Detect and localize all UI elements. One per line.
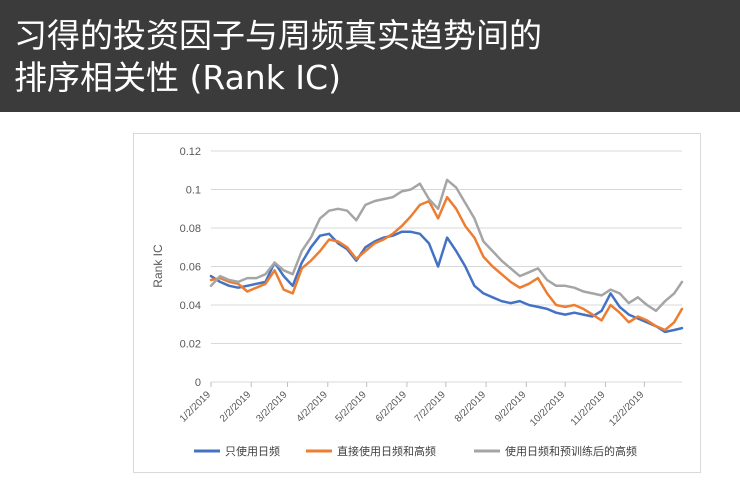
series-line-1 (209, 230, 684, 334)
x-axis-ticks: 1/2/2019 2/2/2019 3/2/2019 4/2/2019 5/2/2019… (178, 382, 647, 429)
x-tick-label: 8/2/2019 (453, 389, 489, 425)
x-tick-label: 10/2/2019 (528, 389, 568, 429)
x-tick-label: 6/2/2019 (374, 389, 410, 425)
legend: 只使用日频 直接使用日频和高频 使用日频和预训练后的高频 (194, 444, 637, 458)
x-tick-label: 1/2/2019 (178, 389, 214, 425)
legend-label: 只使用日频 (225, 444, 280, 458)
slide-title-line-1: 习得的投资因子与周频真实趋势间的 (14, 16, 542, 55)
series-line-3 (209, 178, 684, 313)
y-tick-label: 0 (195, 377, 201, 389)
legend-label: 使用日频和预训练后的高频 (505, 444, 637, 458)
y-tick-label: 0.08 (180, 223, 201, 235)
x-tick-label: 9/2/2019 (493, 389, 529, 425)
x-tick-label: 11/2/2019 (569, 389, 608, 428)
x-tick-label: 4/2/2019 (295, 389, 331, 425)
y-axis-ticks: 0 0.02 0.04 0.06 0.08 0.1 0.12 (180, 146, 201, 389)
x-tick-label: 12/2/2019 (607, 389, 647, 429)
y-tick-label: 0.06 (180, 262, 201, 274)
x-tick-label: 5/2/2019 (334, 389, 370, 425)
legend-label: 直接使用日频和高频 (337, 444, 436, 458)
y-tick-label: 0.04 (180, 300, 201, 312)
y-tick-label: 0.1 (186, 185, 201, 197)
title-bar: 习得的投资因子与周频真实趋势间的 排序相关性 (Rank IC) (0, 0, 740, 112)
y-axis-label: Rank IC (151, 244, 165, 288)
series-line-2 (209, 195, 684, 332)
series-lines (209, 178, 684, 334)
slide-title-line-2: 排序相关性 (Rank IC) (14, 58, 341, 97)
chart-frame: 0 0.02 0.04 0.06 0.08 0.1 0.12 1/2/2019 2/2/201… (133, 133, 701, 473)
rank-ic-line-chart: 0 0.02 0.04 0.06 0.08 0.1 0.12 1/2/2019 2/2/201… (151, 146, 684, 458)
y-tick-label: 0.12 (180, 146, 201, 158)
y-tick-label: 0.02 (180, 339, 201, 351)
gridlines (211, 150, 682, 383)
x-tick-label: 2/2/2019 (218, 389, 254, 425)
x-tick-label: 7/2/2019 (413, 389, 449, 425)
x-tick-label: 3/2/2019 (254, 389, 290, 425)
